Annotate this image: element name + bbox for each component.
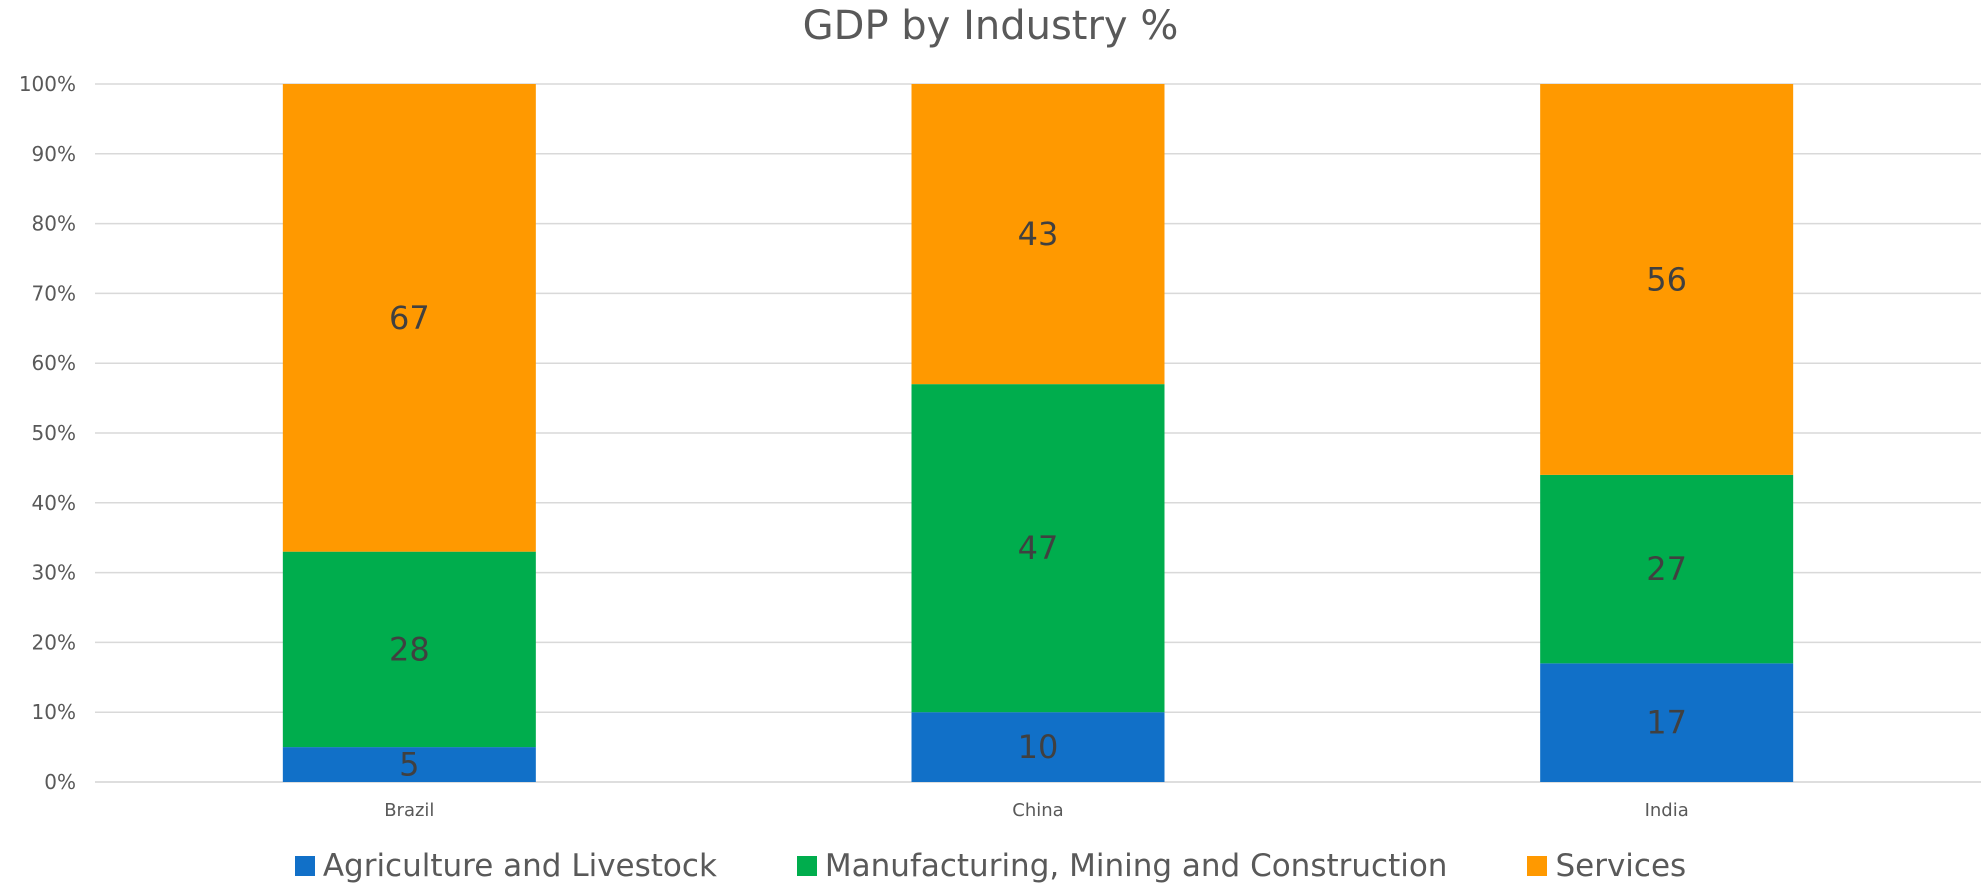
data-label: 17 bbox=[1646, 704, 1687, 742]
x-axis-tick-labels: Brazil China India bbox=[384, 800, 1689, 821]
bar-segment bbox=[911, 384, 1165, 713]
data-label: 10 bbox=[1018, 728, 1059, 766]
legend-item: Services bbox=[1527, 848, 1686, 884]
bar-segment bbox=[282, 84, 536, 552]
legend-swatch bbox=[1527, 856, 1548, 876]
y-tick-label: 100% bbox=[19, 72, 76, 96]
y-tick-label: 50% bbox=[32, 421, 76, 445]
x-tick-label: Brazil bbox=[384, 800, 434, 821]
data-label: 27 bbox=[1646, 550, 1687, 588]
y-tick-label: 90% bbox=[32, 142, 76, 166]
y-tick-label: 80% bbox=[32, 212, 76, 236]
y-tick-label: 30% bbox=[32, 561, 76, 585]
y-tick-label: 60% bbox=[32, 351, 76, 375]
x-tick-label: India bbox=[1645, 800, 1689, 821]
bar-segment bbox=[1540, 84, 1794, 475]
y-tick-label: 40% bbox=[32, 491, 76, 515]
legend-label: Agriculture and Livestock bbox=[322, 848, 717, 884]
bar-segment bbox=[1540, 663, 1794, 782]
y-tick-label: 20% bbox=[32, 630, 76, 654]
bar-segment bbox=[911, 712, 1165, 782]
data-label: 5 bbox=[399, 746, 419, 784]
legend-label: Services bbox=[1555, 848, 1687, 884]
legend-swatch bbox=[796, 856, 817, 876]
chart-plot-area: 0% 10% 20% 30% 40% 50% 60% 70% 80% 90% 100% 5 28 67 1… bbox=[19, 72, 1981, 821]
y-tick-label: 0% bbox=[44, 770, 76, 794]
data-label: 28 bbox=[389, 630, 430, 668]
bar-segment bbox=[282, 551, 536, 748]
data-labels: 5 28 67 10 47 43 17 27 56 bbox=[389, 215, 1687, 783]
chart-title: GDP by Industry % bbox=[802, 3, 1179, 49]
legend-label: Manufacturing, Mining and Construction bbox=[824, 848, 1448, 884]
legend: Agriculture and Livestock Manufacturing, … bbox=[0, 846, 1981, 886]
data-label: 43 bbox=[1018, 215, 1059, 253]
data-label: 47 bbox=[1018, 529, 1059, 567]
legend-swatch bbox=[294, 856, 315, 876]
y-tick-label: 70% bbox=[32, 281, 76, 305]
bars bbox=[282, 84, 1794, 782]
x-tick-label: China bbox=[1012, 800, 1063, 821]
bar-segment bbox=[911, 84, 1165, 385]
bar-segment bbox=[282, 747, 536, 782]
bar-segment bbox=[1540, 474, 1794, 664]
legend-item: Agriculture and Livestock bbox=[294, 848, 717, 884]
y-tick-label: 10% bbox=[32, 700, 76, 724]
y-axis-tick-labels: 0% 10% 20% 30% 40% 50% 60% 70% 80% 90% 100% bbox=[19, 72, 76, 794]
data-label: 56 bbox=[1646, 260, 1687, 298]
data-label: 67 bbox=[389, 299, 430, 337]
legend-item: Manufacturing, Mining and Construction bbox=[796, 848, 1448, 884]
